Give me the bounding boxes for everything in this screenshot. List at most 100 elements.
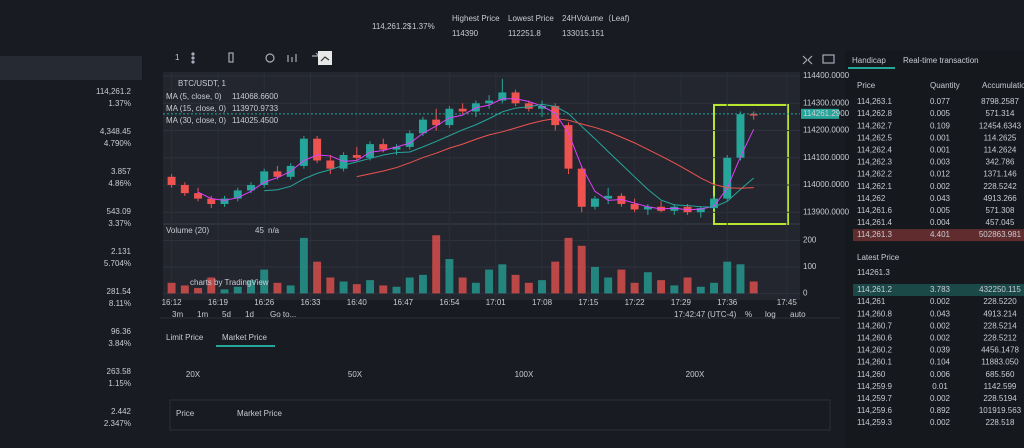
candle-body — [670, 206, 679, 211]
volume-bar — [710, 282, 718, 294]
y2-tick-label: 200 — [803, 236, 817, 245]
range-button[interactable]: 1m — [197, 310, 208, 319]
y-tick-label: 113900.0000 — [803, 207, 850, 216]
x-tick-label: 17:45 — [777, 298, 798, 307]
book-tab[interactable]: Real-time transaction — [903, 56, 979, 65]
scale-option[interactable]: % — [745, 310, 752, 319]
candle-body — [604, 195, 613, 199]
candle-body — [511, 92, 520, 104]
stat-value: 112251.8 — [508, 29, 541, 38]
volume-bar — [445, 259, 454, 294]
book-cell: 114,261.4 — [857, 218, 893, 227]
order-tab[interactable]: Market Price — [222, 333, 267, 342]
book-cell: 114,262.8 — [857, 109, 893, 118]
book-cell: 8798.2587 — [981, 97, 1019, 106]
candle-body — [220, 198, 229, 205]
book-cell: 114,259.6 — [857, 406, 893, 415]
book-cell: 114,262.2 — [857, 170, 893, 179]
leverage-option[interactable]: 50X — [348, 370, 363, 379]
book-cell: 0.002 — [930, 182, 951, 191]
candle-body — [180, 184, 189, 194]
book-cell: 0.005 — [930, 109, 951, 118]
latest-label: Latest Price — [857, 253, 900, 262]
candle-body — [696, 208, 705, 213]
market-change: 4.790% — [104, 139, 131, 148]
book-cell: 114,261.3 — [857, 230, 893, 239]
book-cell: 228.518 — [986, 418, 1015, 427]
y-tick-label: 114300.0000 — [803, 98, 850, 107]
volume-bar — [432, 235, 441, 294]
candle-body — [366, 144, 375, 158]
book-cell: 4.401 — [930, 230, 951, 239]
market-price: 4,348.45 — [100, 127, 132, 136]
volume-bar — [617, 269, 626, 294]
volume-na: n/a — [268, 226, 280, 235]
book-cell: 114,261.2 — [857, 285, 893, 294]
range-button[interactable]: 3m — [172, 310, 183, 319]
book-cell: 114,261.6 — [857, 206, 893, 215]
book-cell: 228.5220 — [983, 297, 1017, 306]
candle-body — [630, 204, 639, 210]
price-input[interactable] — [169, 399, 831, 431]
book-cell: 0.002 — [930, 334, 951, 343]
moving-average — [197, 98, 755, 211]
volume-bar — [339, 281, 348, 294]
book-cell: 0.892 — [930, 406, 951, 415]
candle-body — [564, 125, 573, 169]
candle-body — [273, 171, 282, 177]
book-cell: 0.001 — [930, 133, 951, 142]
volume-bar — [273, 282, 282, 294]
volume-bar — [418, 274, 427, 294]
candle-body — [736, 114, 745, 158]
volume-bar — [379, 285, 388, 294]
book-cell: 4913.214 — [983, 309, 1017, 318]
last-price: 114,261.2$ — [372, 22, 412, 31]
leverage-option[interactable]: 200X — [686, 370, 705, 379]
scale-option[interactable]: log — [765, 310, 776, 319]
range-button[interactable]: 1d — [245, 310, 254, 319]
interval[interactable]: 1 — [175, 53, 180, 62]
market-price: 543.09 — [107, 207, 132, 216]
volume-bar — [207, 277, 216, 294]
volume-bar — [167, 282, 176, 294]
book-cell: 571.308 — [986, 206, 1015, 215]
search-box[interactable] — [0, 56, 142, 80]
candle-body — [538, 106, 546, 109]
book-cell: 571.314 — [986, 109, 1015, 118]
volume-bar — [220, 289, 229, 294]
market-change: 5.704% — [104, 259, 131, 268]
book-cell: 0.002 — [930, 418, 951, 427]
candle-body — [551, 106, 560, 126]
volume-bar — [233, 286, 242, 294]
x-tick-label: 17:29 — [671, 298, 692, 307]
range-button[interactable]: 5d — [222, 310, 231, 319]
book-cell: 4913.266 — [983, 194, 1017, 203]
book-cell: 0.002 — [930, 321, 951, 330]
book-cell: 114,262.7 — [857, 121, 893, 130]
book-tab[interactable]: Handicap — [852, 56, 886, 65]
volume-bar — [352, 284, 361, 294]
range-button[interactable]: Go to... — [270, 310, 296, 319]
volume-bar — [577, 245, 586, 294]
book-cell: 114,262.5 — [857, 133, 893, 142]
ma-value: 114025.4500 — [232, 116, 279, 125]
leverage-option[interactable]: 20X — [186, 370, 201, 379]
stat-value: 114390 — [452, 29, 479, 38]
x-tick-label: 17:22 — [625, 298, 646, 307]
book-cell: 0.001 — [930, 146, 951, 155]
stat-label: Highest Price — [452, 14, 500, 23]
volume-bar — [194, 288, 203, 294]
candle-body — [392, 146, 401, 150]
chart-panel — [163, 72, 800, 300]
volume-bar — [524, 282, 533, 294]
moving-average — [356, 118, 754, 189]
volume-value: 45 — [255, 226, 264, 235]
moving-average — [264, 103, 755, 208]
scale-option[interactable]: auto — [790, 310, 806, 319]
book-cell: 101919.563 — [979, 406, 1022, 415]
ma-value: 114068.6600 — [232, 92, 279, 101]
order-tab[interactable]: Limit Price — [166, 333, 204, 342]
book-cell: 12454.6343 — [979, 121, 1022, 130]
volume-bar — [247, 280, 255, 294]
leverage-option[interactable]: 100X — [515, 370, 534, 379]
